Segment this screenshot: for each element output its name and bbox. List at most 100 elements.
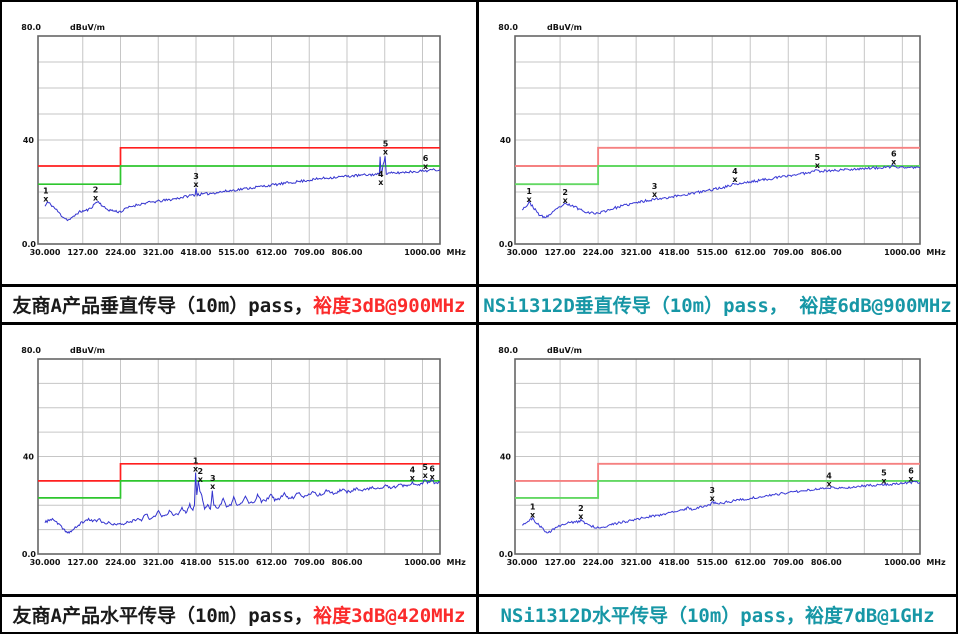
marker-number: 3 — [652, 182, 658, 191]
marker-x-icon: x — [891, 157, 897, 166]
x-axis-tick-label: 321.00 — [621, 248, 652, 257]
y-axis-mid-label: 40 — [23, 453, 35, 462]
x-axis-tick-label: 224.00 — [105, 248, 136, 257]
caption-text-margin: 裕度6dB@900MHz — [799, 295, 952, 317]
marker-number: 6 — [423, 154, 429, 163]
y-axis-min-label: 0.0 — [499, 550, 514, 559]
marker-number: 3 — [210, 474, 216, 483]
y-axis-mid-label: 40 — [500, 136, 512, 145]
x-axis-tick-label: 709.00 — [773, 248, 804, 257]
margin-line — [38, 165, 440, 186]
marker-x-icon: x — [710, 494, 716, 503]
marker-x-icon: x — [378, 178, 384, 187]
x-axis-tick-label: 321.00 — [143, 558, 174, 567]
x-axis-tick-label: 127.00 — [67, 558, 98, 567]
y-axis-unit-label: dBuV/m — [547, 23, 582, 32]
marker-number: 1 — [193, 457, 199, 466]
marker-x-icon: x — [527, 195, 533, 204]
x-axis-unit-label: MHz — [446, 558, 466, 567]
plot-frame — [37, 358, 441, 555]
x-axis-tick-label: 127.00 — [545, 248, 576, 257]
x-axis-tick-label: 806.00 — [811, 558, 842, 567]
caption-text-margin: 裕度7dB@1GHz — [805, 605, 935, 627]
caption-text-margin: 裕度3dB@900MHz — [313, 295, 466, 317]
margin-line — [515, 165, 920, 186]
caption-nsi1312d-vertical: NSi1312D垂直传导（10m）pass， 裕度6dB@900MHz — [479, 287, 956, 325]
x-axis-tick-label: 806.00 — [332, 558, 363, 567]
chart-cell-competitor-horizontal: 1 x 2 x 3 x 4 x 5 x 6 x 80.0 dBuV/m 40 0.0 30.000 127.00 2… — [2, 325, 479, 597]
x-axis-tick-label: 515.00 — [218, 248, 249, 257]
plot-frame — [514, 358, 921, 555]
marker-x-icon: x — [423, 471, 429, 480]
marker-number: 4 — [410, 465, 416, 474]
x-axis-tick-label: 1000.00 — [884, 558, 921, 567]
x-axis-unit-label: MHz — [926, 558, 946, 567]
x-axis-tick-label: 418.00 — [659, 248, 690, 257]
x-axis-tick-label: 224.00 — [105, 558, 136, 567]
marker-x-icon: x — [563, 196, 569, 205]
margin-line — [38, 480, 440, 499]
y-axis-unit-label: dBuV/m — [547, 346, 582, 355]
caption-text-main: 友商A产品垂直传导（10m）pass， — [12, 295, 314, 317]
marker-number: 1 — [526, 187, 532, 196]
marker-number: 5 — [422, 463, 428, 472]
x-axis-tick-label: 515.00 — [697, 248, 728, 257]
marker-x-icon: x — [93, 193, 99, 202]
x-axis-tick-label: 30.000 — [30, 248, 61, 257]
caption-text-main: NSi1312D垂直传导（10m）pass， — [483, 295, 800, 317]
y-axis-min-label: 0.0 — [22, 550, 37, 559]
limit-line — [38, 462, 440, 482]
marker-x-icon: x — [198, 475, 204, 484]
marker-number: 6 — [908, 467, 914, 476]
x-axis-tick-label: 127.00 — [67, 248, 98, 257]
marker-number: 3 — [709, 486, 715, 495]
marker-x-icon: x — [193, 180, 199, 189]
y-axis-max-label: 80.0 — [498, 346, 518, 355]
x-axis-tick-label: 515.00 — [218, 558, 249, 567]
x-axis-tick-label: 418.00 — [181, 248, 212, 257]
plot-frame — [37, 35, 441, 245]
x-axis-tick-label: 127.00 — [545, 558, 576, 567]
emission-trace — [44, 472, 441, 535]
x-axis-tick-label: 709.00 — [294, 558, 325, 567]
marker-number: 4 — [732, 167, 738, 176]
y-axis-mid-label: 40 — [23, 136, 35, 145]
y-axis-min-label: 0.0 — [499, 240, 514, 249]
x-axis-tick-label: 806.00 — [332, 248, 363, 257]
x-axis-tick-label: 224.00 — [583, 248, 614, 257]
chart-cell-competitor-vertical: 1 x 2 x 3 x 4 x 5 x 6 x 80.0 dBuV/m 40 0.0 30.000 127.00 2… — [2, 2, 479, 287]
chart-cell-nsi1312d-vertical: 1 x 2 x 3 x 4 x 5 x 6 x 80.0 dBuV/m 40 0.0 30.000 127.00 2… — [479, 2, 956, 287]
plot-frame — [514, 35, 921, 245]
marker-x-icon: x — [430, 472, 436, 481]
x-axis-tick-label: 515.00 — [697, 558, 728, 567]
x-axis-tick-label: 418.00 — [181, 558, 212, 567]
y-axis-mid-label: 40 — [500, 453, 512, 462]
marker-number: 1 — [530, 503, 536, 512]
marker-x-icon: x — [43, 194, 49, 203]
x-axis-tick-label: 224.00 — [583, 558, 614, 567]
x-axis-tick-label: 612.00 — [256, 558, 287, 567]
x-axis-tick-label: 709.00 — [294, 248, 325, 257]
marker-x-icon: x — [383, 148, 389, 157]
y-axis-max-label: 80.0 — [21, 346, 41, 355]
marker-x-icon: x — [578, 512, 584, 521]
y-axis-unit-label: dBuV/m — [70, 346, 105, 355]
marker-x-icon: x — [193, 465, 199, 474]
marker-number: 2 — [93, 185, 99, 194]
marker-number: 2 — [562, 188, 568, 197]
x-axis-tick-label: 30.000 — [507, 248, 538, 257]
caption-text-main: NSi1312D水平传导（10m）pass， — [500, 605, 806, 627]
marker-x-icon: x — [881, 477, 887, 486]
limit-line — [515, 462, 920, 482]
caption-text-main: 友商A产品水平传导（10m）pass， — [12, 605, 314, 627]
y-axis-min-label: 0.0 — [22, 240, 37, 249]
marker-x-icon: x — [908, 475, 914, 484]
x-axis-tick-label: 612.00 — [735, 558, 766, 567]
x-axis-tick-label: 1000.00 — [884, 248, 921, 257]
marker-number: 4 — [826, 471, 832, 480]
marker-number: 6 — [429, 464, 435, 473]
x-axis-tick-label: 1000.00 — [404, 248, 441, 257]
marker-x-icon: x — [815, 161, 821, 170]
marker-number: 4 — [378, 170, 384, 179]
